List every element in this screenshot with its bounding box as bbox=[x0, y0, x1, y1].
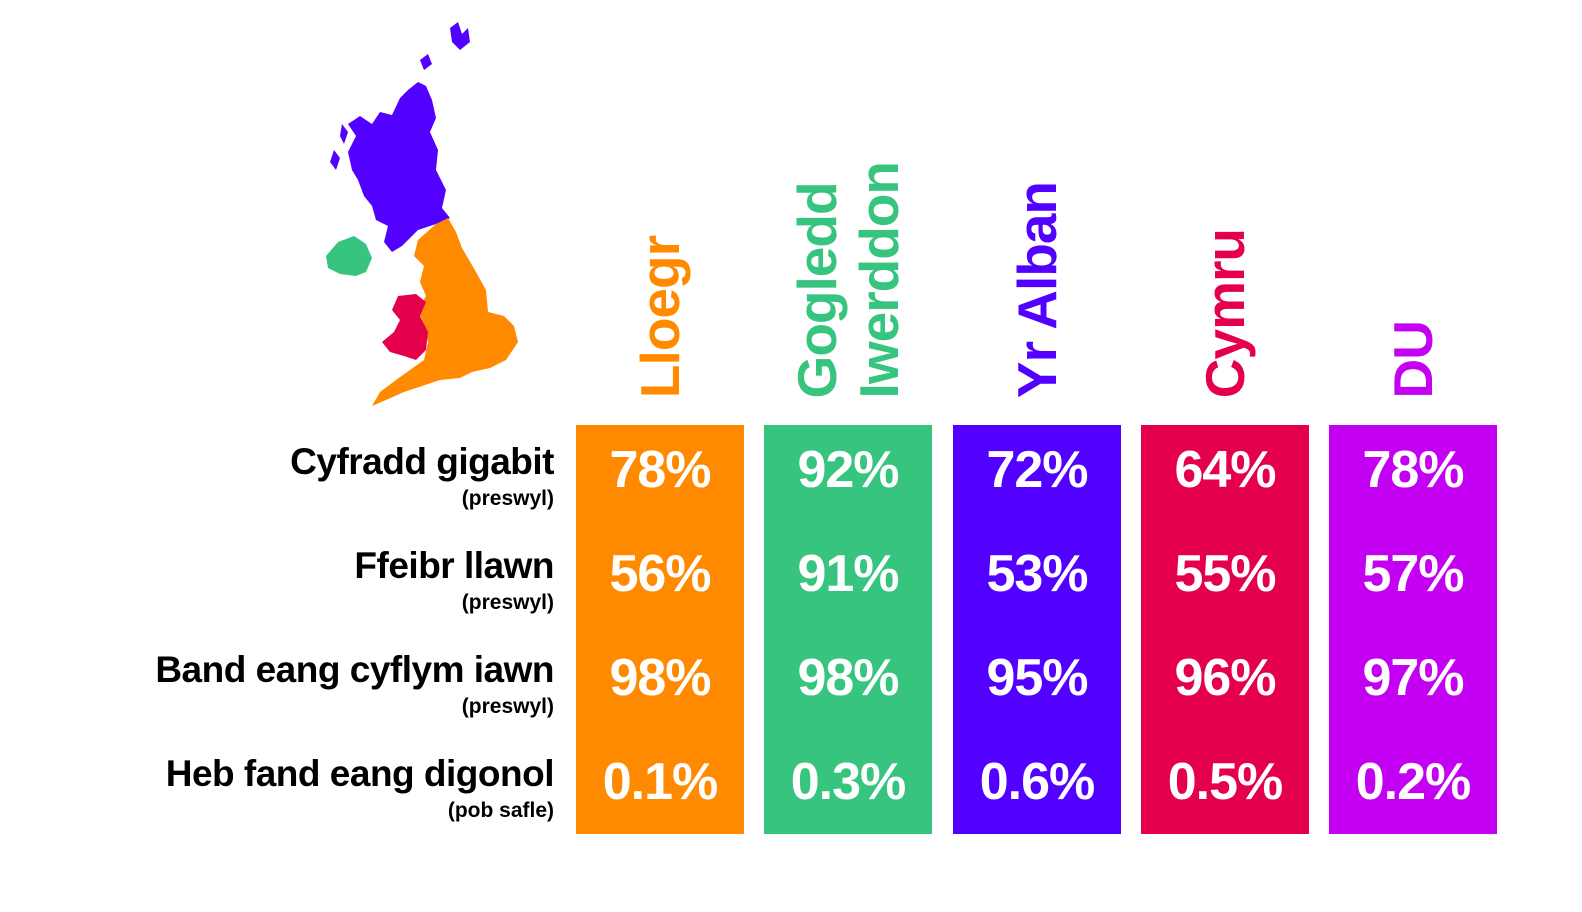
value-cell: 0.2% bbox=[1355, 753, 1472, 811]
column-header-lloegr: Lloegr bbox=[576, 108, 744, 398]
column-header-label: Gogledd Iwerddon bbox=[786, 162, 910, 398]
data-column-lloegr: 78% 56% 98% 0.1% bbox=[576, 425, 744, 834]
map-region-wales bbox=[382, 294, 428, 360]
value-cell: 97% bbox=[1362, 649, 1464, 707]
row-label-main: Band eang cyflym iawn bbox=[155, 649, 554, 690]
value-cell: 91% bbox=[797, 545, 899, 603]
row-label-main: Heb fand eang digonol bbox=[165, 753, 555, 794]
column-header-label: Lloegr bbox=[629, 236, 691, 398]
value-cell: 78% bbox=[1362, 441, 1464, 499]
row-label-main: Cyfradd gigabit bbox=[290, 441, 554, 482]
column-header-gogledd-iwerddon: Gogledd Iwerddon bbox=[764, 108, 932, 398]
value-cell: 98% bbox=[609, 649, 711, 707]
map-region-england bbox=[372, 218, 518, 406]
value-cell: 72% bbox=[986, 441, 1088, 499]
column-header-line: Yr Alban bbox=[1006, 181, 1068, 398]
value-cell: 78% bbox=[609, 441, 711, 499]
column-header-line: Iwerddon bbox=[848, 161, 910, 398]
column-header-line: Cymru bbox=[1194, 228, 1256, 398]
row-label-sub: (preswyl) bbox=[461, 591, 554, 614]
value-cell: 98% bbox=[797, 649, 899, 707]
uk-map bbox=[326, 22, 518, 406]
value-cell: 64% bbox=[1174, 441, 1276, 499]
value-cell: 56% bbox=[609, 545, 711, 603]
column-header-label: Yr Alban bbox=[1006, 182, 1068, 398]
value-cell: 0.6% bbox=[979, 753, 1096, 811]
column-header-line: Gogledd bbox=[786, 181, 848, 398]
value-cell: 53% bbox=[986, 545, 1088, 603]
map-region-scotland-islands bbox=[330, 22, 470, 170]
row-label-main: Ffeibr llawn bbox=[354, 545, 554, 586]
value-cell: 92% bbox=[797, 441, 899, 499]
value-cell: 0.1% bbox=[602, 753, 719, 811]
value-cell: 95% bbox=[986, 649, 1088, 707]
data-column-yr-alban: 72% 53% 95% 0.6% bbox=[953, 425, 1121, 834]
row-label-sub: (preswyl) bbox=[461, 487, 554, 510]
column-header-cymru: Cymru bbox=[1141, 108, 1309, 398]
column-header-yr-alban: Yr Alban bbox=[953, 108, 1121, 398]
row-label-sub: (pob safle) bbox=[447, 799, 554, 822]
column-header-label: DU bbox=[1382, 321, 1444, 398]
map-region-scotland bbox=[348, 82, 450, 252]
value-cell: 57% bbox=[1362, 545, 1464, 603]
row-label-ffeibr-llawn: Ffeibr llawn (preswyl) bbox=[354, 544, 554, 618]
data-column-du: 78% 57% 97% 0.2% bbox=[1329, 425, 1497, 834]
column-header-line: Lloegr bbox=[629, 235, 691, 398]
row-label-heb-fand-eang-digonol: Heb fand eang digonol (pob safle) bbox=[165, 752, 555, 826]
value-cell: 0.5% bbox=[1167, 753, 1284, 811]
column-header-label: Cymru bbox=[1194, 229, 1256, 398]
row-label-cyfradd-gigabit: Cyfradd gigabit (preswyl) bbox=[290, 440, 554, 514]
map-region-northern-ireland bbox=[326, 236, 372, 276]
value-cell: 55% bbox=[1174, 545, 1276, 603]
row-label-band-eang-cyflym-iawn: Band eang cyflym iawn (preswyl) bbox=[155, 648, 554, 722]
row-label-sub: (preswyl) bbox=[461, 695, 554, 718]
value-cell: 0.3% bbox=[790, 753, 907, 811]
column-header-line: DU bbox=[1382, 320, 1444, 398]
data-column-gogledd-iwerddon: 92% 91% 98% 0.3% bbox=[764, 425, 932, 834]
data-column-cymru: 64% 55% 96% 0.5% bbox=[1141, 425, 1309, 834]
column-header-du: DU bbox=[1329, 108, 1497, 398]
value-cell: 96% bbox=[1174, 649, 1276, 707]
